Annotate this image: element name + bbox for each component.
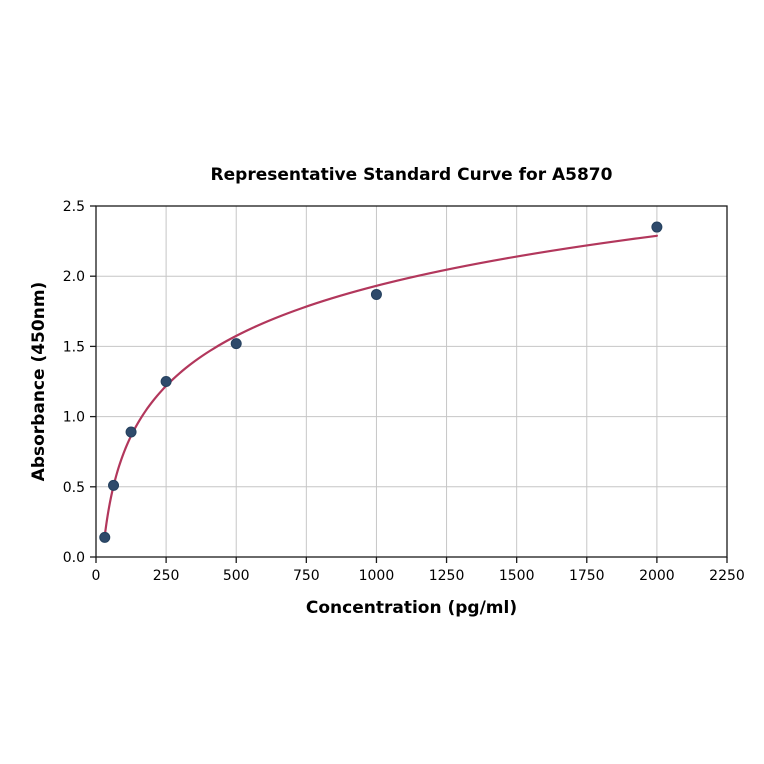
data-point-marker bbox=[370, 288, 382, 300]
x-tick-label: 750 bbox=[293, 568, 320, 584]
x-tick-label: 1250 bbox=[429, 568, 465, 584]
data-points bbox=[99, 221, 663, 543]
y-tick-label: 2.5 bbox=[63, 199, 85, 215]
data-point-marker bbox=[160, 376, 172, 387]
fit-curve bbox=[103, 234, 658, 538]
x-tick-label: 1000 bbox=[359, 568, 395, 584]
x-tick-label: 250 bbox=[153, 568, 180, 584]
x-tick-label: 1750 bbox=[569, 568, 605, 584]
data-point-marker bbox=[99, 531, 111, 543]
x-tick-label: 1500 bbox=[499, 568, 535, 584]
tick-marks bbox=[90, 205, 728, 563]
data-point-marker bbox=[230, 338, 242, 350]
grid bbox=[95, 205, 728, 558]
plot-border bbox=[95, 205, 728, 558]
y-tick-label: 0.5 bbox=[63, 480, 85, 496]
y-tick-label: 2.0 bbox=[63, 269, 85, 285]
y-tick-label: 1.0 bbox=[63, 410, 85, 426]
chart-title: Representative Standard Curve for A5870 bbox=[211, 165, 613, 185]
data-point-marker bbox=[125, 426, 137, 438]
y-tick-label: 0.0 bbox=[63, 550, 85, 566]
x-tick-label: 2000 bbox=[639, 568, 675, 584]
x-axis-label: Concentration (pg/ml) bbox=[306, 598, 517, 618]
y-axis-label: Absorbance (450nm) bbox=[29, 282, 49, 482]
data-point-marker bbox=[108, 479, 120, 491]
x-tick-label: 0 bbox=[92, 568, 101, 584]
data-point-marker bbox=[651, 221, 663, 233]
fit-curve-path bbox=[103, 234, 658, 538]
tick-labels: 0 250 500 750 1000 1250 1500 1750 2000 2250 0.0 0.5… bbox=[63, 199, 745, 584]
y-tick-label: 1.5 bbox=[63, 339, 85, 355]
x-tick-label: 500 bbox=[223, 568, 250, 584]
x-tick-label: 2250 bbox=[709, 568, 745, 584]
axes bbox=[95, 205, 728, 558]
